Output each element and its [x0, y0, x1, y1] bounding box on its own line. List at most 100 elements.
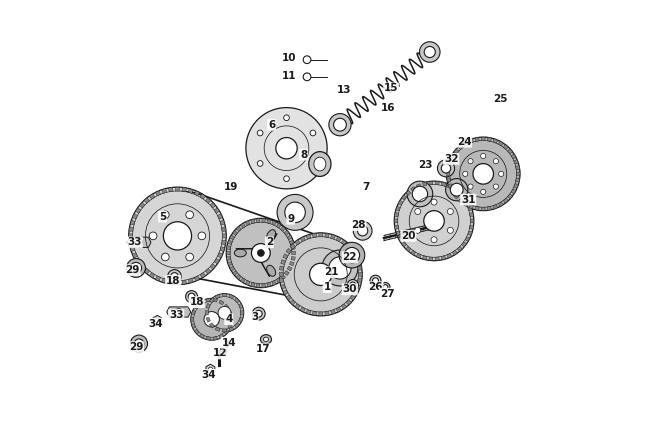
- Circle shape: [480, 189, 486, 194]
- Polygon shape: [281, 260, 285, 264]
- Text: 25: 25: [493, 94, 508, 104]
- Text: 16: 16: [381, 103, 396, 113]
- Circle shape: [283, 176, 289, 181]
- Polygon shape: [452, 187, 458, 191]
- Text: 18: 18: [166, 276, 181, 286]
- Polygon shape: [229, 317, 233, 321]
- Polygon shape: [481, 137, 485, 141]
- Polygon shape: [515, 178, 520, 182]
- Polygon shape: [458, 198, 463, 203]
- Polygon shape: [205, 311, 209, 315]
- Text: 7: 7: [362, 182, 369, 192]
- Circle shape: [350, 282, 356, 288]
- Polygon shape: [284, 230, 289, 235]
- Polygon shape: [210, 202, 216, 208]
- Polygon shape: [219, 300, 224, 305]
- Polygon shape: [448, 160, 452, 164]
- Polygon shape: [236, 227, 241, 231]
- Polygon shape: [194, 191, 200, 196]
- Polygon shape: [222, 234, 226, 238]
- Polygon shape: [228, 323, 232, 329]
- Text: 21: 21: [324, 267, 339, 277]
- Polygon shape: [422, 256, 427, 260]
- Circle shape: [133, 191, 222, 281]
- Polygon shape: [214, 208, 220, 213]
- Text: 18: 18: [189, 297, 204, 307]
- Circle shape: [372, 278, 378, 284]
- Text: 14: 14: [222, 338, 236, 348]
- Polygon shape: [276, 278, 281, 283]
- Polygon shape: [356, 284, 361, 289]
- Circle shape: [246, 108, 327, 189]
- Polygon shape: [276, 223, 281, 228]
- Circle shape: [208, 296, 240, 329]
- Polygon shape: [240, 223, 245, 228]
- Text: 23: 23: [418, 160, 433, 170]
- Polygon shape: [499, 202, 503, 207]
- Polygon shape: [205, 269, 211, 274]
- Polygon shape: [441, 256, 446, 260]
- Polygon shape: [191, 310, 196, 315]
- Circle shape: [255, 310, 262, 317]
- Text: 29: 29: [129, 342, 143, 352]
- Polygon shape: [358, 278, 362, 283]
- Circle shape: [358, 226, 368, 236]
- Text: 29: 29: [125, 265, 140, 275]
- Polygon shape: [350, 295, 356, 300]
- Polygon shape: [422, 182, 427, 186]
- Polygon shape: [508, 149, 513, 154]
- Circle shape: [431, 199, 437, 205]
- Circle shape: [370, 275, 381, 286]
- Circle shape: [415, 208, 421, 214]
- Circle shape: [257, 250, 265, 257]
- Circle shape: [310, 160, 316, 166]
- Polygon shape: [416, 254, 421, 258]
- Circle shape: [447, 208, 453, 214]
- Circle shape: [447, 227, 453, 233]
- Polygon shape: [240, 278, 245, 283]
- Polygon shape: [229, 294, 234, 299]
- Polygon shape: [447, 254, 452, 258]
- Polygon shape: [358, 272, 362, 276]
- Polygon shape: [281, 284, 285, 289]
- Circle shape: [283, 237, 358, 312]
- Polygon shape: [341, 240, 346, 245]
- Circle shape: [186, 211, 194, 219]
- Circle shape: [168, 270, 181, 283]
- Polygon shape: [194, 304, 199, 309]
- Text: 31: 31: [461, 194, 476, 205]
- Circle shape: [463, 171, 468, 176]
- Text: 32: 32: [444, 154, 458, 164]
- Text: 10: 10: [281, 54, 296, 63]
- Polygon shape: [292, 251, 296, 255]
- Circle shape: [131, 335, 148, 352]
- Text: 15: 15: [384, 83, 398, 94]
- Polygon shape: [458, 246, 462, 251]
- Polygon shape: [191, 323, 196, 329]
- Polygon shape: [188, 189, 193, 193]
- Polygon shape: [468, 206, 473, 211]
- Polygon shape: [144, 269, 150, 274]
- Polygon shape: [511, 189, 516, 194]
- Polygon shape: [287, 266, 292, 271]
- Circle shape: [493, 159, 499, 164]
- Polygon shape: [454, 194, 459, 199]
- Polygon shape: [346, 300, 352, 305]
- Polygon shape: [447, 184, 452, 188]
- Circle shape: [493, 184, 499, 189]
- Polygon shape: [176, 187, 179, 191]
- Polygon shape: [416, 184, 421, 188]
- Polygon shape: [465, 237, 470, 242]
- Polygon shape: [226, 251, 230, 255]
- Polygon shape: [267, 219, 271, 224]
- Polygon shape: [200, 272, 205, 278]
- Polygon shape: [153, 315, 162, 326]
- Polygon shape: [281, 275, 285, 280]
- Circle shape: [161, 253, 169, 261]
- Circle shape: [161, 211, 169, 219]
- Polygon shape: [251, 282, 255, 287]
- Polygon shape: [226, 245, 231, 249]
- Circle shape: [280, 233, 362, 316]
- Polygon shape: [239, 303, 243, 308]
- Polygon shape: [306, 310, 311, 314]
